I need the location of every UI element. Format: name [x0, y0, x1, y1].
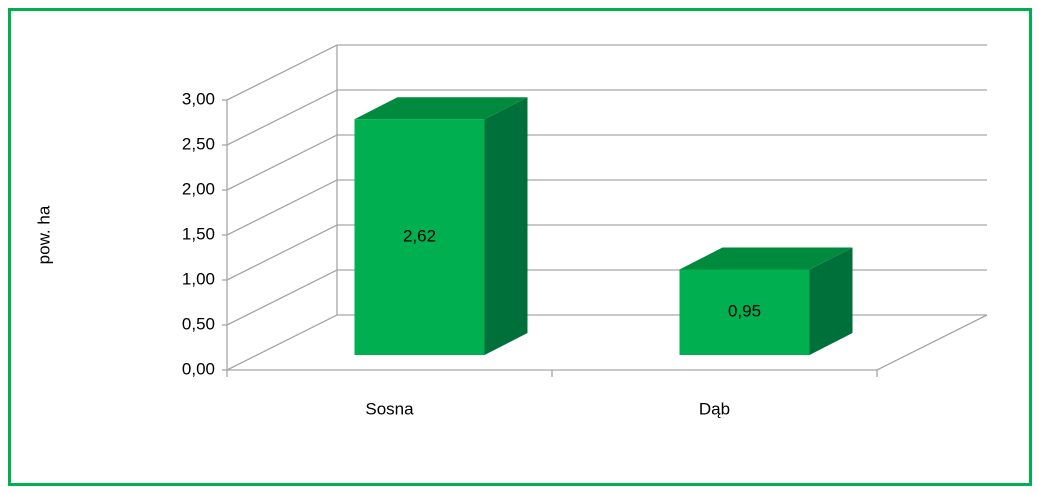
y-tick-label: 0,00 [182, 359, 215, 378]
bar-side [484, 97, 528, 355]
y-tick-label: 3,00 [182, 89, 215, 108]
bar-top [679, 247, 853, 270]
bar [354, 119, 485, 355]
y-tick-label: 1,00 [182, 269, 215, 288]
bar [679, 269, 810, 355]
data-label: 0,95 [728, 302, 761, 321]
floor-right [876, 314, 988, 371]
x-tick-label: Sosna [365, 399, 414, 418]
x-tick-label: Dąb [699, 399, 730, 418]
data-label: 2,62 [403, 227, 436, 246]
y-axis-label: pow. ha [34, 205, 53, 264]
y-tick-label: 1,50 [182, 224, 215, 243]
y-tick-label: 2,00 [182, 179, 215, 198]
y-tick-label: 0,50 [182, 314, 215, 333]
y-tick-label: 2,50 [182, 134, 215, 153]
bar-top [354, 97, 528, 120]
bar-side [809, 247, 853, 355]
